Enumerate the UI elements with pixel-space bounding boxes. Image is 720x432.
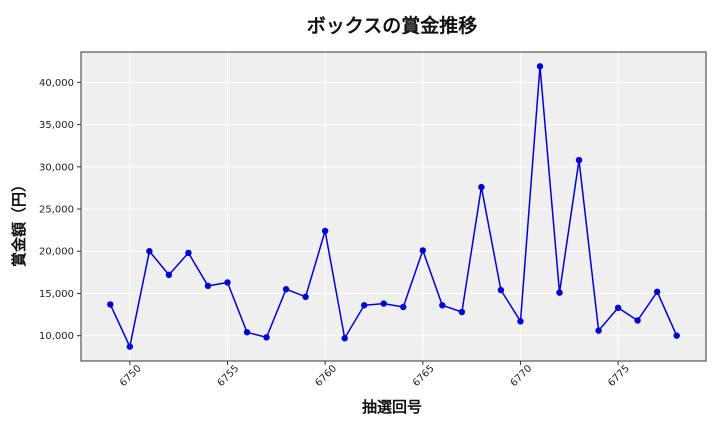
data-point xyxy=(185,249,192,257)
x-tick-label: 6760 xyxy=(313,363,339,389)
y-tick-label: 30,000 xyxy=(39,162,74,173)
data-point xyxy=(595,327,602,334)
data-point xyxy=(224,279,231,286)
data-point xyxy=(458,308,466,316)
x-tick-label: 6775 xyxy=(606,363,632,389)
data-point xyxy=(497,286,505,294)
chart-title: ボックスの賞金推移 xyxy=(307,14,477,37)
data-point xyxy=(321,227,329,235)
data-point xyxy=(478,183,485,191)
y-tick-label: 40,000 xyxy=(39,78,74,89)
data-point xyxy=(204,282,212,290)
data-point xyxy=(165,271,173,279)
data-point xyxy=(282,286,290,293)
data-point xyxy=(575,156,583,164)
data-point xyxy=(361,302,368,309)
data-point xyxy=(653,288,661,295)
y-tick-label: 20,000 xyxy=(39,247,74,258)
data-point xyxy=(243,329,251,336)
data-point xyxy=(439,302,446,309)
series-main xyxy=(107,63,680,350)
series-line xyxy=(109,66,678,349)
y-tick-label: 35,000 xyxy=(39,120,74,131)
data-point xyxy=(517,318,524,325)
x-tick-label: 6750 xyxy=(118,363,144,389)
data-point xyxy=(634,317,641,324)
data-point xyxy=(380,300,387,307)
y-axis-label: 賞金額（円） xyxy=(10,177,28,267)
data-point xyxy=(341,335,348,342)
y-tick-label: 25,000 xyxy=(39,205,74,216)
data-point xyxy=(556,289,563,296)
x-tick-label: 6755 xyxy=(216,363,242,389)
y-tick-label: 15,000 xyxy=(39,289,74,300)
data-point xyxy=(107,301,114,308)
x-tick-label: 6765 xyxy=(411,363,437,389)
plot-frame xyxy=(80,51,707,362)
data-point xyxy=(146,248,153,255)
data-point xyxy=(302,293,309,301)
data-point xyxy=(536,63,544,70)
y-tick-label: 10,000 xyxy=(39,331,74,342)
x-tick-label: 6770 xyxy=(509,363,535,389)
data-point xyxy=(126,343,134,350)
data-point xyxy=(263,334,270,341)
data-point xyxy=(673,332,680,339)
x-axis-label: 抽選回号 xyxy=(362,398,422,416)
data-point xyxy=(400,303,407,311)
data-point xyxy=(614,304,622,312)
grid-lines xyxy=(81,52,706,361)
plot-area xyxy=(81,52,706,361)
data-point xyxy=(419,247,426,254)
